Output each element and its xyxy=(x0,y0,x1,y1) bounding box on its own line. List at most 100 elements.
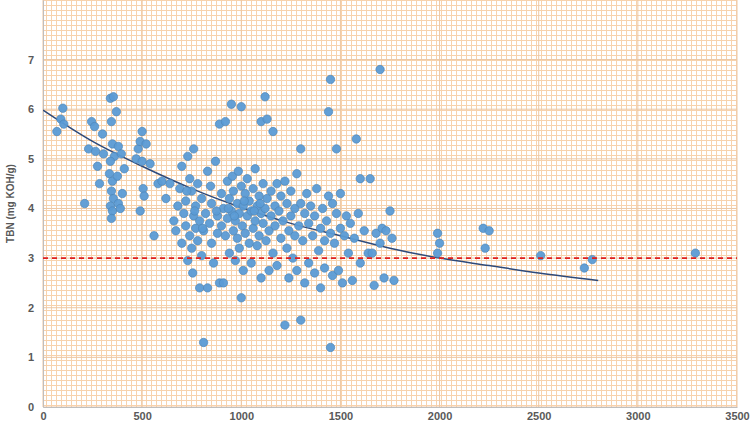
x-axis: 0500100015002000250030003500 xyxy=(40,407,749,422)
point xyxy=(183,187,191,195)
point xyxy=(370,281,378,289)
point xyxy=(320,237,328,245)
point xyxy=(338,279,346,287)
point xyxy=(352,135,360,143)
point xyxy=(326,343,334,351)
point xyxy=(691,249,699,257)
y-tick: 5 xyxy=(28,153,43,165)
x-grid-line xyxy=(637,0,638,407)
point xyxy=(146,160,154,168)
point xyxy=(140,192,148,200)
y-tick-label: 7 xyxy=(28,54,34,66)
x-tick: 500 xyxy=(133,407,151,422)
point xyxy=(310,269,318,277)
point xyxy=(219,279,227,287)
point xyxy=(166,179,174,187)
point xyxy=(217,222,225,230)
point xyxy=(241,189,249,197)
point xyxy=(250,207,258,215)
point xyxy=(136,207,144,215)
point xyxy=(230,212,238,220)
point xyxy=(291,232,299,240)
point xyxy=(253,241,261,249)
x-tick: 3000 xyxy=(626,407,650,422)
point xyxy=(273,261,281,269)
point xyxy=(212,207,220,215)
x-tick: 0 xyxy=(40,407,46,422)
x-tick-label: 2000 xyxy=(428,410,452,422)
point xyxy=(172,227,180,235)
point xyxy=(80,199,88,207)
y-grid-line xyxy=(43,357,737,358)
marks xyxy=(43,65,737,351)
point xyxy=(206,182,214,190)
point xyxy=(316,224,324,232)
point xyxy=(348,276,356,284)
point xyxy=(98,130,106,138)
point xyxy=(186,174,194,182)
point xyxy=(320,264,328,272)
point xyxy=(297,145,305,153)
point xyxy=(178,239,186,247)
point xyxy=(346,219,354,227)
point xyxy=(249,184,257,192)
point xyxy=(207,199,215,207)
point xyxy=(310,212,318,220)
point xyxy=(213,229,221,237)
point xyxy=(150,232,158,240)
point xyxy=(241,229,249,237)
plot-background xyxy=(43,0,737,407)
point xyxy=(139,184,147,192)
point xyxy=(112,107,120,115)
point xyxy=(251,217,259,225)
point xyxy=(189,145,197,153)
point xyxy=(275,207,283,215)
point xyxy=(269,127,277,135)
point xyxy=(305,219,313,227)
point xyxy=(326,229,334,237)
y-grid-line xyxy=(43,407,737,408)
point xyxy=(233,234,241,242)
point xyxy=(281,321,289,329)
grid xyxy=(43,0,737,407)
point xyxy=(120,165,128,173)
point xyxy=(271,222,279,230)
y-grid-line xyxy=(43,307,737,308)
y-tick: 6 xyxy=(28,103,43,115)
point xyxy=(262,237,270,245)
x-grid-line xyxy=(737,0,738,407)
point xyxy=(247,259,255,267)
point xyxy=(368,249,376,257)
y-tick: 3 xyxy=(28,252,43,264)
point xyxy=(180,209,188,217)
point xyxy=(240,197,248,205)
point xyxy=(261,93,269,101)
point xyxy=(53,127,61,135)
point xyxy=(186,232,194,240)
x-tick-label: 1000 xyxy=(230,410,254,422)
point xyxy=(189,269,197,277)
point xyxy=(297,316,305,324)
x-grid-line xyxy=(538,0,539,407)
point xyxy=(380,274,388,282)
point xyxy=(99,150,107,158)
point xyxy=(237,103,245,111)
point xyxy=(193,237,201,245)
point xyxy=(225,194,233,202)
point xyxy=(388,234,396,242)
point xyxy=(106,157,114,165)
point xyxy=(324,107,332,115)
point xyxy=(305,259,313,267)
x-grid-line xyxy=(340,0,341,407)
point xyxy=(293,170,301,178)
point xyxy=(221,117,229,125)
y-tick: 4 xyxy=(28,202,43,214)
point xyxy=(295,222,303,230)
point xyxy=(59,104,67,112)
point xyxy=(203,167,211,175)
point xyxy=(308,232,316,240)
x-tick-label: 0 xyxy=(40,410,46,422)
y-tick-label: 6 xyxy=(28,103,34,115)
point xyxy=(299,237,307,245)
x-tick-label: 1500 xyxy=(329,410,353,422)
